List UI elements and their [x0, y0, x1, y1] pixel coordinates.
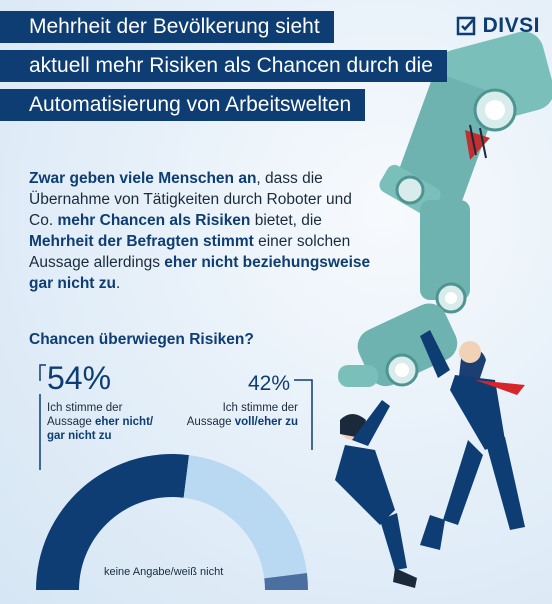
no-answer-label: keine Angabe/weiß nicht: [104, 566, 224, 578]
logo-text: DIVSI: [482, 14, 540, 37]
title-line-3: Automatisierung von Arbeitswelten: [0, 89, 366, 121]
intro-paragraph: Zwar geben viele Menschen an, dass die Ü…: [29, 168, 374, 294]
agree-text-bold: voll/eher zu: [234, 416, 298, 428]
donut-slice-disagree: [36, 453, 190, 590]
disagree-percent: 54%: [47, 360, 112, 396]
intro-text-8: .: [115, 275, 121, 292]
intro-text-4: bietet, die: [250, 212, 322, 229]
disagree-text-bold: eher nicht/ gar nicht zu: [47, 416, 154, 442]
robot-arm-icon: [338, 31, 552, 387]
chart-question: Chancen überwiegen Risiken?: [29, 331, 254, 348]
check-box-icon: [456, 16, 475, 36]
intro-bold-7: eher nicht beziehungsweise gar nicht zu: [29, 254, 371, 292]
agree-description: Ich stimme der Aussage voll/eher zu: [186, 401, 298, 429]
donut-slice-no-answer: [264, 572, 308, 590]
title-line-1: Mehrheit der Bevölkerung sieht: [0, 11, 334, 43]
woman-figure-icon: [335, 400, 417, 588]
callout-line-54: [39, 364, 46, 381]
disagree-text-1: Ich stimme der: [47, 402, 123, 414]
agree-text-1: Ich stimme der: [222, 402, 298, 414]
intro-bold-1: Zwar geben viele Menschen an: [29, 170, 257, 187]
intro-text-2: , dass die Übernahme von Tätigkeiten dur…: [29, 170, 352, 229]
callout-line-42: [294, 379, 313, 450]
intro-bold-5: Mehrheit der Befragten stimmt: [29, 233, 254, 250]
disagree-text-2: Aussage: [47, 416, 95, 428]
man-figure-icon: [420, 330, 525, 550]
title-line-2: aktuell mehr Risiken als Chancen durch d…: [0, 50, 447, 82]
agree-text-2: Aussage: [186, 416, 235, 428]
divsi-logo[interactable]: DIVSI: [456, 14, 540, 38]
donut-chart: [36, 453, 308, 590]
donut-slice-agree: [183, 455, 307, 579]
intro-text-6: einer solchen Aussage allerdings: [29, 233, 351, 271]
disagree-description: Ich stimme der Aussage eher nicht/ gar ni…: [47, 401, 167, 443]
agree-percent: 42%: [248, 372, 291, 395]
intro-bold-3: mehr Chancen als Risiken: [57, 212, 251, 229]
